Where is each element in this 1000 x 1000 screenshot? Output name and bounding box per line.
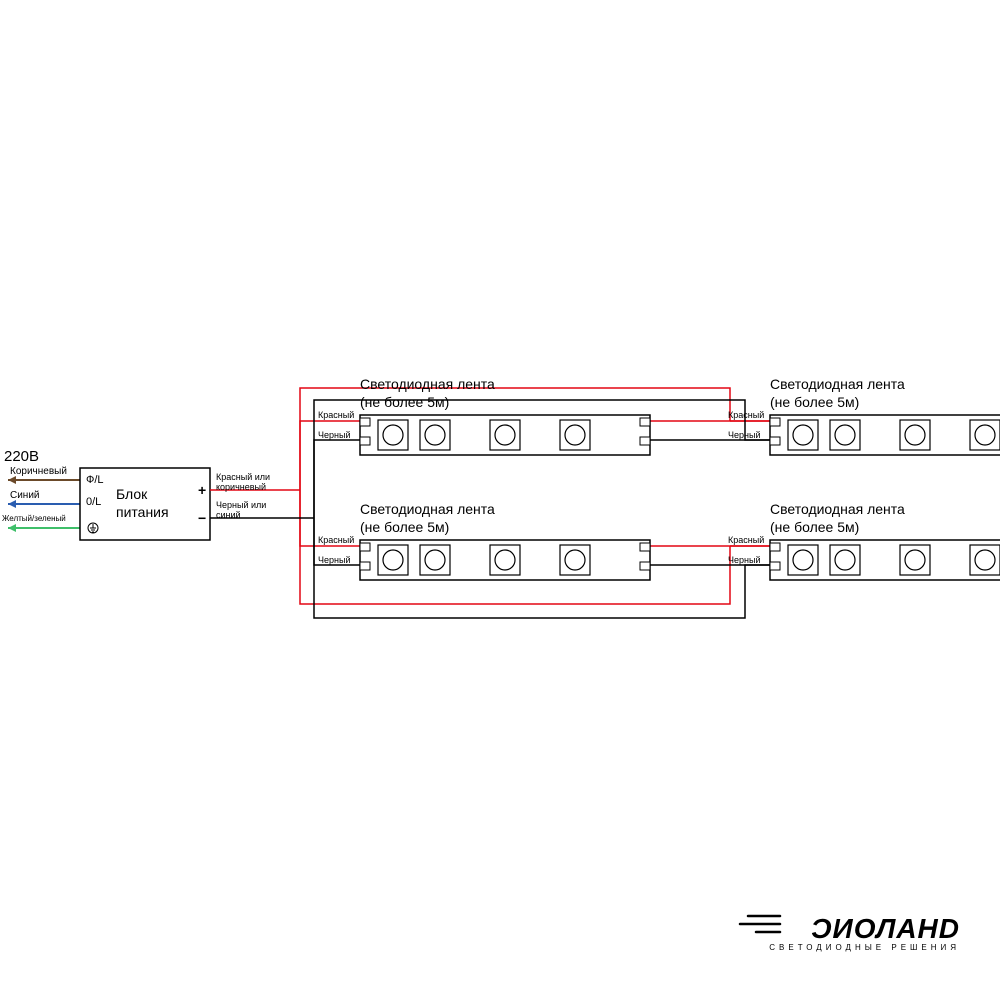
- strip2-title: Светодиодная лента: [770, 376, 905, 392]
- led-strip-1: [360, 415, 650, 455]
- strip1-black-label: Черный: [318, 430, 350, 440]
- wire-label-brown: Коричневый: [10, 466, 67, 477]
- psu-minus-label-1: Черный или: [216, 500, 266, 510]
- strip4-title: Светодиодная лента: [770, 501, 905, 517]
- voltage-label: 220В: [4, 448, 39, 465]
- strip4-black-label: Черный: [728, 555, 760, 565]
- psu-plus-label-1: Красный или: [216, 472, 270, 482]
- psu-minus-label-2: синий: [216, 510, 241, 520]
- psu-plus: +: [198, 482, 206, 498]
- psu-minus: −: [198, 510, 206, 526]
- psu-title-2: питания: [116, 504, 169, 520]
- wire-label-blue: Синий: [10, 490, 40, 501]
- strip3-black-label: Черный: [318, 555, 350, 565]
- strip1-title: Светодиодная лента: [360, 376, 495, 392]
- psu-plus-label-2: коричневый: [216, 482, 266, 492]
- input-wire-blue: [8, 500, 80, 508]
- logo-sub-text: СВЕТОДИОДНЫЕ РЕШЕНИЯ: [769, 943, 960, 952]
- led-strip-2: [770, 415, 1000, 455]
- input-wire-green: [8, 524, 80, 532]
- wiring-diagram: [0, 0, 1000, 1000]
- strip4-subtitle: (не более 5м): [770, 519, 859, 535]
- input-wire-brown: [8, 476, 80, 484]
- strip1-red-label: Красный: [318, 410, 354, 420]
- logo-main-text: ƆИОЛАНD: [769, 913, 960, 945]
- brand-logo: ƆИОЛАНD СВЕТОДИОДНЫЕ РЕШЕНИЯ: [769, 913, 960, 952]
- psu-term-0l: 0/L: [86, 496, 101, 508]
- strip3-red-label: Красный: [318, 535, 354, 545]
- wire-label-green: Желтый/зеленый: [2, 514, 66, 523]
- strip4-red-label: Красный: [728, 535, 764, 545]
- psu-title-1: Блок: [116, 486, 147, 502]
- strip3-subtitle: (не более 5м): [360, 519, 449, 535]
- strip2-subtitle: (не более 5м): [770, 394, 859, 410]
- strip3-title: Светодиодная лента: [360, 501, 495, 517]
- strip2-black-label: Черный: [728, 430, 760, 440]
- psu-term-fl: Ф/L: [86, 474, 104, 486]
- strip2-red-label: Красный: [728, 410, 764, 420]
- strip1-subtitle: (не более 5м): [360, 394, 449, 410]
- led-strip-3: [360, 540, 650, 580]
- led-strip-4: [770, 540, 1000, 580]
